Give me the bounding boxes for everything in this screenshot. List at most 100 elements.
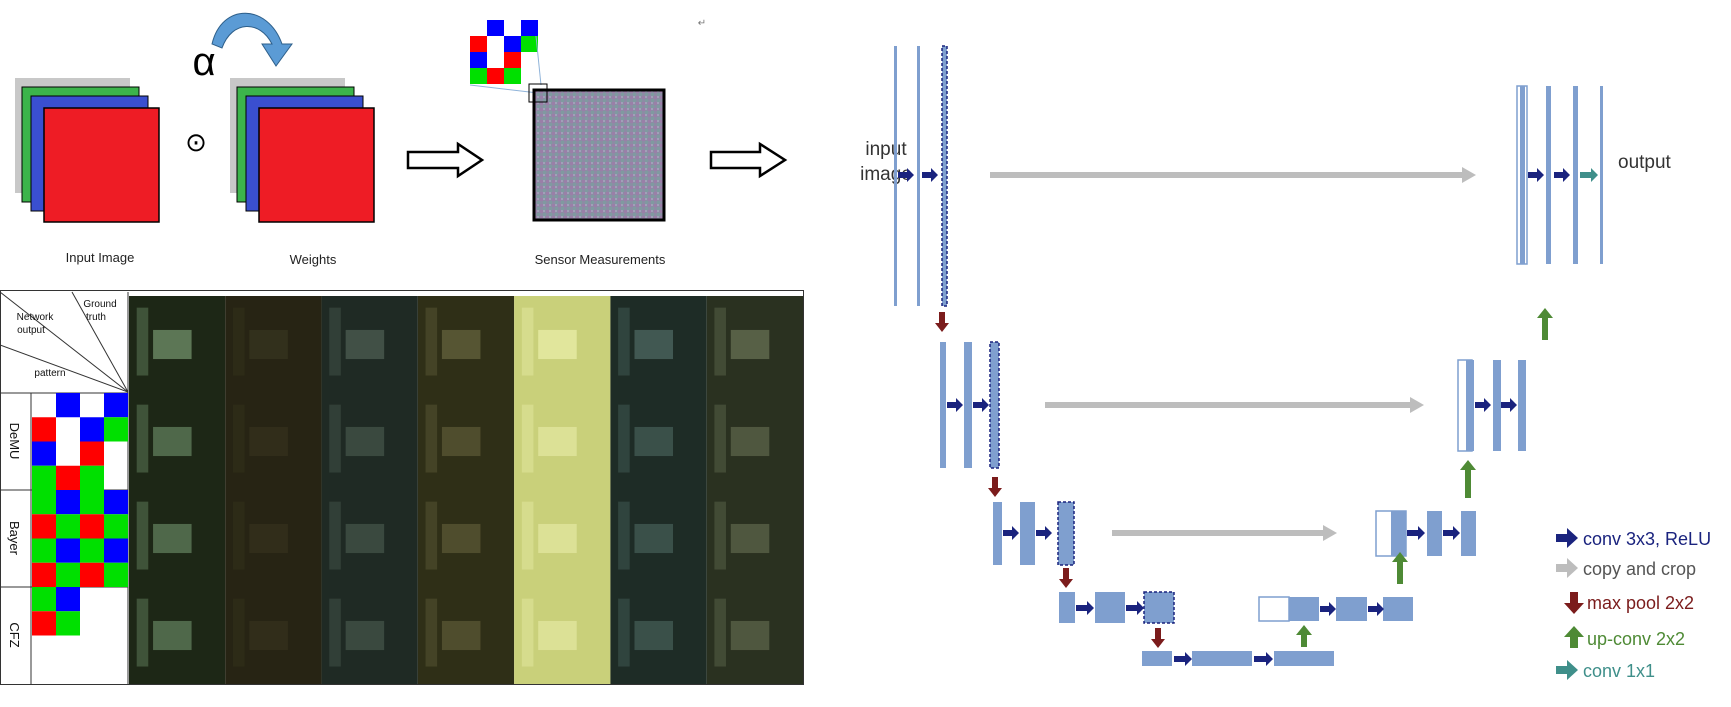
copy-crop-arrow: [1112, 530, 1323, 536]
feature-map: [1391, 511, 1406, 556]
scene-thumbnail: [514, 393, 611, 490]
legend-item-copy: copy and crop: [1556, 558, 1696, 579]
up-conv-arrow: [1460, 460, 1476, 498]
scene-thumbnail: [321, 490, 418, 587]
feature-map: [1274, 651, 1334, 666]
scene-detail: [136, 501, 149, 570]
arrow-down-icon: [1564, 592, 1584, 614]
feature-map: [1336, 597, 1367, 621]
scene-thumbnail: [417, 490, 515, 587]
output-label: output: [1618, 152, 1672, 173]
zoom-line: [535, 35, 542, 86]
scene-detail: [232, 404, 245, 473]
pattern-cell: [32, 514, 56, 539]
scene-detail: [634, 523, 674, 554]
scene-detail: [441, 620, 481, 651]
mosaic-cell: [521, 20, 538, 36]
scene-thumbnail: [225, 393, 322, 490]
scene-thumbnail: [610, 587, 707, 684]
pattern-cell: [32, 538, 56, 563]
conv-arrow: [1528, 168, 1544, 182]
scene-detail: [153, 620, 192, 651]
pattern-cell: [80, 538, 104, 563]
feature-map: [989, 341, 1000, 469]
conv-arrow: [1076, 601, 1094, 615]
feature-map: [1020, 502, 1035, 565]
pattern-cell: [32, 587, 56, 612]
conv-arrow: [1320, 602, 1336, 616]
mosaic-cell: [487, 68, 504, 84]
legend-label: copy and crop: [1583, 559, 1696, 579]
scene-thumbnail: [610, 490, 707, 587]
pattern-cell: [56, 562, 80, 587]
scene-detail: [538, 329, 577, 360]
scene-detail: [634, 329, 674, 360]
legend-item-pool: max pool 2x2: [1564, 592, 1694, 614]
scene-detail: [441, 426, 481, 457]
conv-arrow: [1501, 398, 1517, 412]
header-network-output-line1: Network: [17, 312, 55, 323]
mosaic-cell: [521, 52, 538, 68]
weights-caption: Weights: [290, 252, 337, 267]
conv-arrow: [1036, 526, 1052, 540]
legend-label: up-conv 2x2: [1587, 629, 1685, 649]
input-image-caption: Input Image: [66, 250, 135, 265]
scene-detail: [730, 620, 770, 651]
scene-detail: [618, 307, 630, 376]
hollow-arrow-icon: [709, 141, 788, 179]
conv-arrow: [1580, 168, 1598, 182]
header-ground-truth-line2: truth: [86, 312, 106, 323]
hadamard-product-symbol: ⊙: [185, 127, 207, 157]
conv-arrow: [1174, 652, 1192, 666]
feature-map: [1143, 591, 1175, 624]
scene-thumbnail: [417, 393, 515, 490]
scene-detail: [249, 329, 288, 360]
scene-detail: [153, 523, 192, 554]
copied-feature-map: [1258, 596, 1290, 622]
pattern-cell: [32, 562, 56, 587]
scene-detail: [714, 598, 726, 667]
feature-map: [894, 46, 897, 306]
pattern-cell: [56, 538, 80, 563]
arrow-up-icon: [1564, 626, 1584, 648]
scene-thumbnail: [225, 587, 322, 684]
scene-detail: [329, 307, 341, 376]
mosaic-cell: [504, 68, 521, 84]
scene-detail: [521, 307, 534, 376]
feature-map: [1142, 651, 1172, 666]
mosaic-cell: [487, 20, 504, 36]
scene-thumbnails: [129, 296, 803, 684]
arrow-right-icon: [1556, 528, 1578, 548]
pattern-cell: [56, 514, 80, 539]
feature-map: [964, 342, 972, 468]
feature-map: [1520, 86, 1525, 264]
mosaic-cell: [504, 20, 521, 36]
scene-detail: [730, 523, 770, 554]
scene-thumbnail: [514, 490, 611, 587]
scene-detail: [345, 523, 385, 554]
up-conv-arrow: [1537, 308, 1553, 340]
scene-detail: [538, 426, 577, 457]
pattern-cell: [104, 393, 128, 418]
scene-detail: [521, 598, 534, 667]
mosaic-cell: [487, 52, 504, 68]
legend-item-conv: conv 3x3, ReLU: [1556, 528, 1711, 549]
scene-detail: [441, 329, 481, 360]
alpha-symbol: α: [192, 40, 215, 84]
arrow-right-icon: [1556, 660, 1578, 680]
feature-map: [940, 342, 946, 468]
scene-detail: [345, 426, 385, 457]
unet-feature-maps: [894, 45, 1603, 666]
pattern-cell: [32, 465, 56, 490]
unet-diagram: input image output conv 3x3, ReLU copy a…: [860, 45, 1711, 681]
copy-crop-arrow-head: [1323, 525, 1337, 541]
scene-detail: [329, 501, 341, 570]
conv-arrow: [1003, 526, 1019, 540]
header-ground-truth-line1: Ground: [83, 299, 116, 310]
feature-map: [1427, 511, 1442, 556]
scene-detail: [618, 501, 630, 570]
zoom-line: [469, 84, 539, 94]
scene-detail: [425, 598, 438, 667]
pattern-cell: [80, 514, 104, 539]
conv-arrow: [1554, 168, 1570, 182]
